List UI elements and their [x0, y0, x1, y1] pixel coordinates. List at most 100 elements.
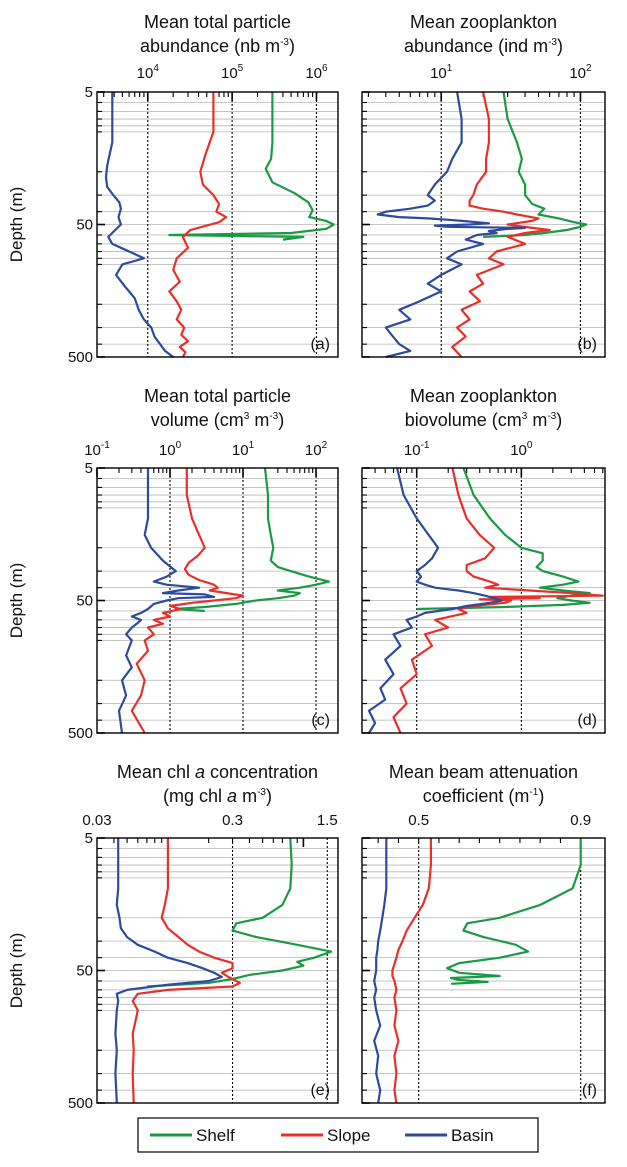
- y-axis-label: Depth (m): [7, 933, 26, 1009]
- x-tick-label: 101: [430, 63, 453, 82]
- plot-frame: [361, 837, 606, 1104]
- reference-lines: [418, 838, 582, 1103]
- plot-frame: [361, 91, 606, 358]
- panel-title: Mean zooplankton biovolume (cm3 m-3): [405, 386, 563, 430]
- series-line-slope: [130, 468, 245, 734]
- panel-title-line-1: Mean zooplankton: [410, 12, 557, 32]
- series-line-slope: [451, 91, 551, 358]
- x-tick-label: 101: [232, 440, 255, 459]
- y-tick-labels: 5 50 500: [68, 84, 93, 366]
- panel-title-line-1: Mean beam attenuation: [389, 762, 578, 782]
- series-line-slope: [391, 838, 432, 1104]
- x-tick-labels: 101 102: [430, 63, 592, 82]
- panel-b: 101 102 Mean zooplankton abundance (ind m-3…: [361, 12, 606, 359]
- x-tick-labels: 0.03 0.3 1.5: [82, 812, 337, 829]
- panel-title-line-2: (mg chl a m-3): [163, 786, 272, 806]
- legend-item-basin: Basin: [405, 1126, 494, 1145]
- panel-label: (c): [311, 712, 330, 729]
- series-line-basin: [114, 838, 223, 1104]
- legend-item-slope: Slope: [281, 1126, 370, 1145]
- series-line-shelf: [416, 467, 591, 611]
- series-line-slope: [392, 467, 604, 734]
- x-tick-label: 0.9: [570, 812, 591, 829]
- legend-box: [137, 1117, 539, 1153]
- plot-frame: [96, 91, 339, 358]
- y-axis-label: Depth (m): [7, 187, 26, 263]
- series-line-shelf: [168, 92, 335, 241]
- panel-title: Mean chl a concentration (mg chl a m-3): [117, 762, 318, 806]
- y-axis-label: Depth (m): [7, 563, 26, 639]
- series-line-shelf: [483, 91, 588, 238]
- panel-label: (d): [577, 712, 597, 729]
- series-line-basin: [367, 467, 503, 734]
- panel-title: Mean total particle volume (cm3 m-3): [144, 386, 291, 430]
- x-tick-label: 0.03: [82, 812, 111, 829]
- y-ticks: [97, 837, 105, 1104]
- x-tick-label: 0.3: [222, 812, 243, 829]
- panel-title-line-1: Mean total particle: [144, 12, 291, 32]
- panel-title-line-2: volume (cm3 m-3): [151, 410, 284, 430]
- panel-label: (f): [582, 1082, 597, 1099]
- x-tick-label: 100: [510, 440, 533, 459]
- x-ticks: [103, 92, 318, 101]
- panel-title: Mean beam attenuation coefficient (m-1): [389, 762, 578, 806]
- reference-lines: [231, 838, 328, 1103]
- panel-title-line-1: Mean zooplankton: [410, 386, 557, 406]
- y-tick-label: 50: [76, 217, 93, 234]
- x-tick-label: 104: [137, 63, 160, 82]
- series-group: [104, 92, 335, 358]
- legend-label: Basin: [451, 1126, 494, 1145]
- panel-title: Mean zooplankton abundance (ind m-3): [404, 12, 563, 56]
- depth-gridlines: [97, 478, 338, 721]
- x-tick-labels: 10-1 100: [404, 440, 533, 459]
- series-line-slope: [168, 92, 228, 358]
- depth-gridlines: [362, 102, 605, 345]
- x-tick-label: 10-1: [404, 440, 430, 459]
- x-tick-label: 1.5: [317, 812, 338, 829]
- x-tick-labels: 0.5 0.9: [408, 812, 591, 829]
- depth-gridlines: [97, 102, 338, 345]
- series-line-shelf: [146, 837, 333, 988]
- legend-item-shelf: Shelf: [150, 1126, 235, 1145]
- series-group: [114, 837, 333, 1104]
- panel-label: (e): [310, 1082, 330, 1099]
- plot-frame: [96, 837, 339, 1104]
- y-tick-labels: 5 50 500: [68, 830, 93, 1112]
- panel-title-line-2: biovolume (cm3 m-3): [405, 410, 563, 430]
- depth-gridlines: [362, 848, 605, 1091]
- reference-lines: [147, 92, 318, 357]
- x-tick-label: 106: [305, 63, 328, 82]
- x-tick-label: 0.5: [408, 812, 429, 829]
- series-line-basin: [117, 468, 216, 734]
- x-ticks: [367, 92, 582, 101]
- panel-d: 10-1 100 Mean zooplankton biovolume (cm3 m-…: [361, 386, 606, 734]
- x-tick-label: 102: [569, 63, 592, 82]
- series-group: [367, 467, 604, 734]
- panel-c: 10-1 100 101 102 5 50 500 Depth (m) Mean total p…: [7, 386, 339, 742]
- series-line-slope: [131, 838, 241, 1104]
- x-ticks: [96, 468, 339, 477]
- panel-title-line-2: abundance (ind m-3): [404, 36, 563, 56]
- series-group: [376, 91, 588, 359]
- x-ticks: [96, 838, 305, 847]
- panel-label: (b): [577, 336, 597, 353]
- x-tick-label: 100: [159, 440, 182, 459]
- y-tick-label: 500: [68, 1095, 93, 1112]
- series-line-basin: [373, 838, 388, 1104]
- panel-title-line-2: coefficient (m-1): [423, 786, 545, 806]
- panel-title: Mean total particle abundance (nb m-3): [140, 12, 295, 56]
- series-group: [117, 467, 330, 734]
- y-tick-label: 50: [76, 963, 93, 980]
- panel-title-line-1: Mean total particle: [144, 386, 291, 406]
- series-line-shelf: [446, 838, 582, 985]
- series-line-shelf: [174, 467, 330, 613]
- panel-f: 0.5 0.9 Mean beam attenuation coefficient (…: [361, 762, 606, 1104]
- reference-lines: [416, 468, 522, 733]
- series-line-basin: [104, 92, 174, 358]
- x-tick-labels: 104 105 106: [137, 63, 328, 82]
- series-line-basin: [376, 91, 527, 359]
- y-tick-label: 5: [85, 830, 93, 847]
- series-group: [373, 838, 582, 1104]
